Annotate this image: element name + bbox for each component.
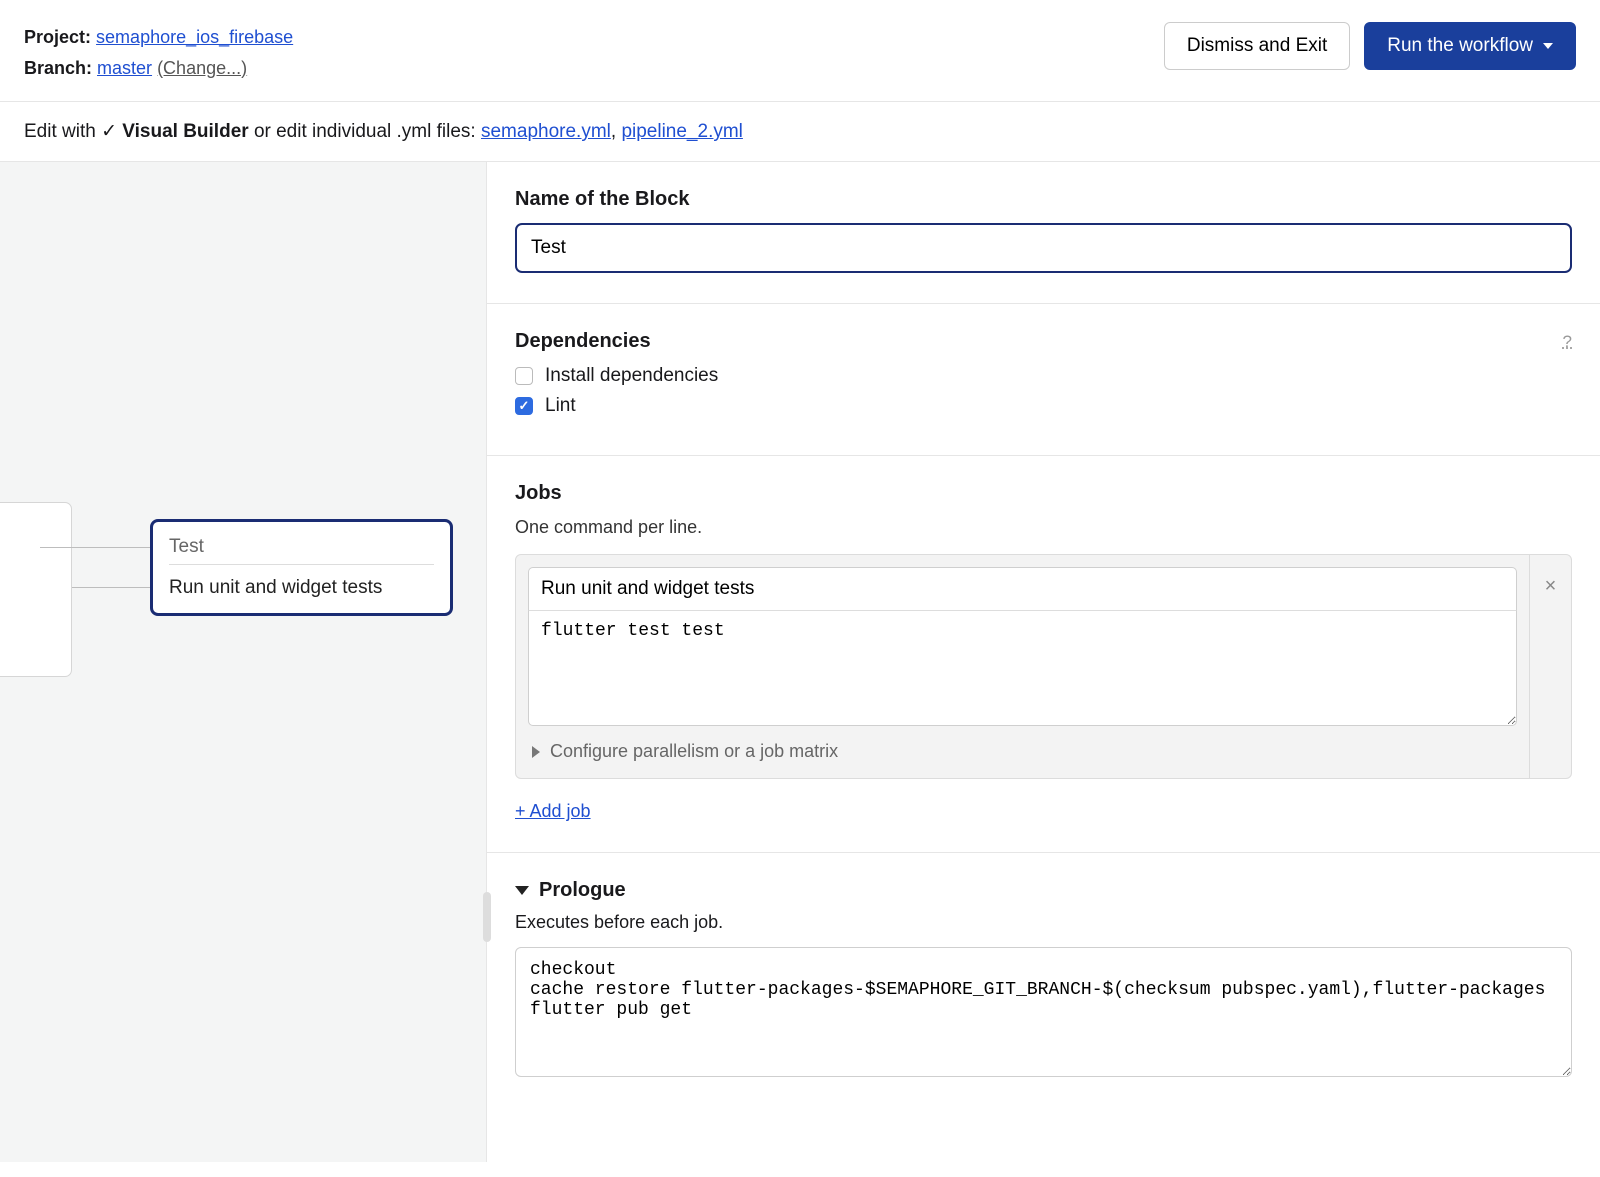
prologue-textarea[interactable] (515, 947, 1572, 1077)
name-section: Name of the Block (487, 188, 1600, 303)
job-name-input[interactable] (528, 567, 1517, 611)
jobs-section: Jobs One command per line. Configure par… (487, 456, 1600, 852)
header-left: Project: semaphore_ios_firebase Branch: … (24, 22, 293, 83)
triangle-down-icon (515, 886, 529, 895)
triangle-right-icon (532, 746, 540, 758)
add-job-link[interactable]: + Add job (515, 801, 591, 822)
job-main: Configure parallelism or a job matrix (516, 555, 1529, 778)
dep-item-install[interactable]: Install dependencies (515, 365, 1572, 387)
page-header: Project: semaphore_ios_firebase Branch: … (0, 0, 1600, 101)
panel-resize-handle[interactable] (483, 892, 491, 942)
editbar-prefix: Edit with (24, 121, 96, 142)
prologue-hint: Executes before each job. (515, 912, 1572, 933)
deps-header: Dependencies ? (515, 330, 1572, 353)
main-area: Test Run unit and widget tests Name of t… (0, 162, 1600, 1162)
node-job-label: Run unit and widget tests (169, 577, 434, 599)
name-label: Name of the Block (515, 188, 1572, 211)
project-line: Project: semaphore_ios_firebase (24, 22, 293, 53)
jobs-hint: One command per line. (515, 517, 1572, 538)
block-editor-panel: Name of the Block Dependencies ? Install… (487, 162, 1600, 1162)
jobs-label: Jobs (515, 482, 1572, 505)
pipeline-connector-1 (40, 547, 150, 548)
block-name-input[interactable] (515, 223, 1572, 273)
checkbox-icon[interactable] (515, 367, 533, 385)
dep-item-lint[interactable]: Lint (515, 395, 1572, 417)
pipeline-node-selected[interactable]: Test Run unit and widget tests (150, 519, 453, 616)
yml-file-link-2[interactable]: pipeline_2.yml (621, 121, 742, 142)
change-branch-link[interactable]: (Change...) (157, 58, 247, 78)
edit-mode-bar: Edit with ✓ Visual Builder or edit indiv… (0, 101, 1600, 162)
editbar-middle: or edit individual .yml files: (254, 121, 476, 142)
branch-label: Branch: (24, 58, 92, 78)
configure-parallelism-toggle[interactable]: Configure parallelism or a job matrix (532, 741, 1513, 762)
caret-down-icon (1543, 43, 1553, 49)
visual-builder-label: Visual Builder (122, 121, 248, 142)
deps-label: Dependencies (515, 330, 651, 353)
yml-file-link-1[interactable]: semaphore.yml (481, 121, 611, 142)
close-icon: × (1545, 575, 1557, 598)
branch-link[interactable]: master (97, 58, 152, 78)
dismiss-and-exit-button[interactable]: Dismiss and Exit (1164, 22, 1350, 70)
pipeline-connector-2 (72, 587, 150, 588)
remove-job-button[interactable]: × (1529, 555, 1571, 778)
branch-line: Branch: master (Change...) (24, 53, 293, 84)
checkbox-checked-icon[interactable] (515, 397, 533, 415)
editbar-sep: , (611, 121, 622, 142)
pipeline-node-prev[interactable] (0, 502, 72, 677)
node-title: Test (169, 536, 434, 558)
deps-help-icon[interactable]: ? (1563, 332, 1572, 352)
deps-list: Install dependencies Lint (515, 365, 1572, 417)
header-actions: Dismiss and Exit Run the workflow (1164, 22, 1576, 70)
job-block: Configure parallelism or a job matrix × (515, 554, 1572, 779)
prologue-section: Prologue Executes before each job. (487, 853, 1600, 1112)
prologue-label: Prologue (539, 879, 626, 902)
prologue-toggle[interactable]: Prologue (515, 879, 1572, 902)
dep-label: Lint (545, 395, 576, 417)
run-workflow-label: Run the workflow (1387, 35, 1533, 57)
job-commands-textarea[interactable] (528, 611, 1517, 726)
pipeline-canvas[interactable]: Test Run unit and widget tests (0, 162, 487, 1162)
project-link[interactable]: semaphore_ios_firebase (96, 27, 293, 47)
dep-label: Install dependencies (545, 365, 718, 387)
run-workflow-button[interactable]: Run the workflow (1364, 22, 1576, 70)
configure-parallelism-label: Configure parallelism or a job matrix (550, 741, 838, 762)
project-label: Project: (24, 27, 91, 47)
checkmark-icon: ✓ (101, 121, 117, 142)
dependencies-section: Dependencies ? Install dependencies Lint (487, 304, 1600, 455)
node-separator (169, 564, 434, 565)
